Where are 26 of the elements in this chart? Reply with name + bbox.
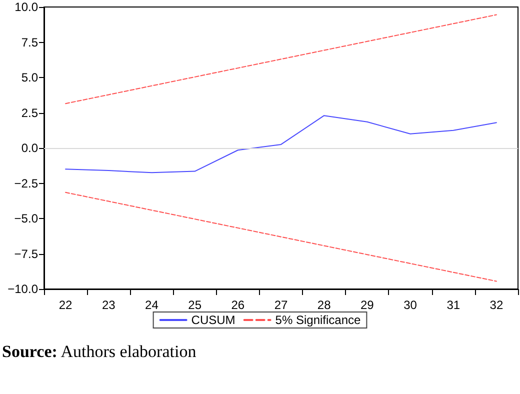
y-tick-label: 0.0 xyxy=(21,141,38,155)
line-series xyxy=(65,115,497,174)
y-tick-label: 10.0 xyxy=(14,0,38,14)
y-tick-label: −7.5 xyxy=(14,246,38,261)
x-tick-label: 28 xyxy=(317,298,332,312)
x-tick-label: 31 xyxy=(446,298,460,312)
y-tick-label: 7.5 xyxy=(21,35,38,50)
legend-label: 5% Significance xyxy=(275,313,362,327)
x-tick-label: 29 xyxy=(360,298,374,312)
x-tick-label: 26 xyxy=(231,298,245,312)
x-tick-label: 24 xyxy=(145,298,159,312)
line-series xyxy=(65,14,497,104)
x-tick-label: 30 xyxy=(404,298,418,312)
y-tick-label: −2.5 xyxy=(14,176,38,190)
y-tick-label: 5.0 xyxy=(21,70,38,84)
x-tick-label: 27 xyxy=(274,298,288,312)
x-tick-label: 25 xyxy=(188,298,202,312)
y-tick-label: −10.0 xyxy=(8,282,38,296)
y-tick-label: −5.0 xyxy=(14,212,38,226)
x-tick-label: 32 xyxy=(490,298,504,312)
x-tick-label: 23 xyxy=(102,298,116,312)
legend-label: CUSUM xyxy=(191,313,236,327)
y-tick-label: 2.5 xyxy=(21,106,38,120)
x-tick-label: 22 xyxy=(58,298,73,312)
line-series xyxy=(65,192,497,282)
source-note: Source: Authors elaboration xyxy=(2,342,196,362)
